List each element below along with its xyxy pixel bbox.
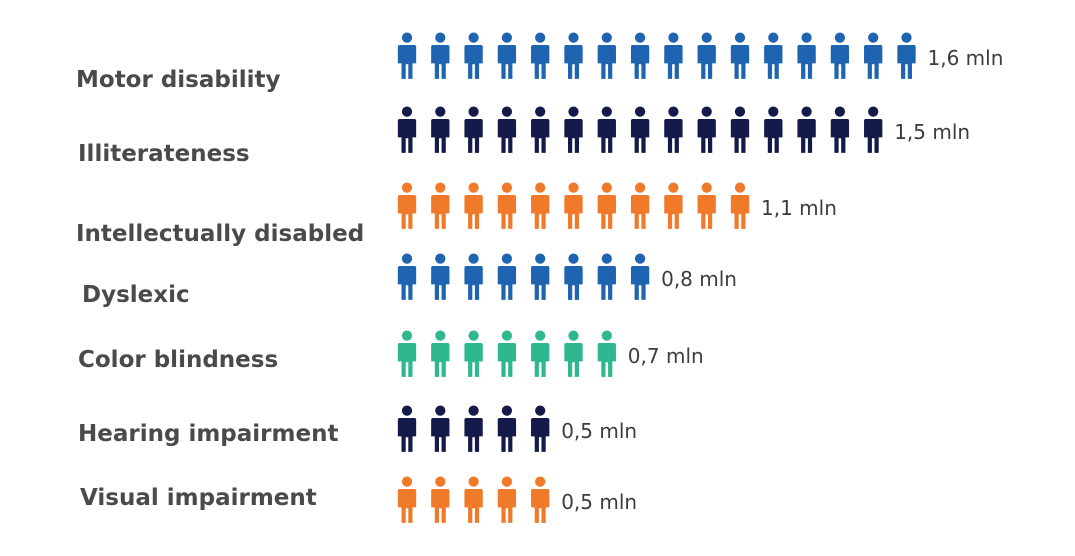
value-label: 0,5 mln [561,419,637,443]
person-icon [797,106,816,153]
person-icon [397,330,417,377]
person-icon [397,476,417,523]
person-icon [864,32,883,79]
person-icon [730,32,750,79]
person-icon [497,32,517,79]
person-icon [630,182,650,229]
person-icon [564,182,583,229]
person-icon [564,330,583,377]
category-label: Dyslexic [82,282,190,308]
person-icon [597,253,616,300]
person-icon [664,182,683,229]
person-icon [630,106,650,153]
person-icon [597,106,616,153]
person-icon [431,32,450,79]
person-icon [464,106,483,153]
person-icon [431,476,450,523]
value-label: 1,5 mln [894,120,970,144]
person-icon [497,476,517,523]
person-icon [531,476,550,523]
person-icon [464,182,483,229]
chart-row: Dyslexic 0,8 mln [82,253,737,308]
person-icon [531,182,550,229]
person-icon [630,253,650,300]
person-icon [431,330,450,377]
person-icon [764,32,783,79]
person-icon [531,405,550,452]
person-icon [464,253,483,300]
person-icon [497,330,517,377]
person-icon [564,106,583,153]
person-icon [531,106,550,153]
person-icon [630,32,650,79]
person-icon [564,32,583,79]
value-label: 1,6 mln [928,46,1004,70]
category-label: Intellectually disabled [76,221,364,247]
person-icon [564,253,583,300]
category-label: Illiterateness [78,141,250,167]
category-label: Hearing impairment [78,421,338,447]
person-icon [531,32,550,79]
person-icon [497,182,517,229]
person-icon [431,182,450,229]
chart-row: Motor disability 1,6 mln [76,32,1004,93]
person-icon [597,330,616,377]
value-label: 0,7 mln [628,344,704,368]
person-icon [897,32,916,79]
category-label: Motor disability [76,67,281,93]
person-icon [830,106,850,153]
person-icon [497,106,517,153]
chart-row: Hearing impairment 0,5 mln [78,405,637,452]
chart-rows: Motor disability 1,6 mln Illiterateness 1,5… [76,32,1004,523]
chart-row: Visual impairment 0,5 mln [80,476,637,523]
person-icon [397,106,417,153]
person-icon [531,253,550,300]
person-icon [497,253,517,300]
person-icon [397,32,417,79]
person-icon [464,330,483,377]
value-label: 1,1 mln [761,196,837,220]
person-icon [397,405,417,452]
chart-row: Intellectually disabled 1,1 mln [76,182,837,247]
person-icon [797,32,816,79]
chart-row: Illiterateness 1,5 mln [78,106,970,167]
person-icon [397,182,417,229]
person-icon [464,405,483,452]
category-label: Visual impairment [80,485,317,511]
person-icon [730,106,750,153]
person-icon [431,106,450,153]
person-icon [730,182,750,229]
person-icon [464,476,483,523]
person-icon [697,32,716,79]
value-label: 0,8 mln [661,267,737,291]
person-icon [697,106,716,153]
person-icon [664,106,683,153]
person-icon [531,330,550,377]
person-icon [397,253,417,300]
person-icon [597,182,616,229]
chart-row: Color blindness 0,7 mln [78,330,704,377]
person-icon [830,32,850,79]
person-icon [431,253,450,300]
person-icon [497,405,517,452]
person-icon [764,106,783,153]
person-icon [431,405,450,452]
category-label: Color blindness [78,347,278,373]
person-icon [597,32,616,79]
person-icon [864,106,883,153]
person-icon [697,182,716,229]
person-icon [464,32,483,79]
value-label: 0,5 mln [561,490,637,514]
person-icon [664,32,683,79]
